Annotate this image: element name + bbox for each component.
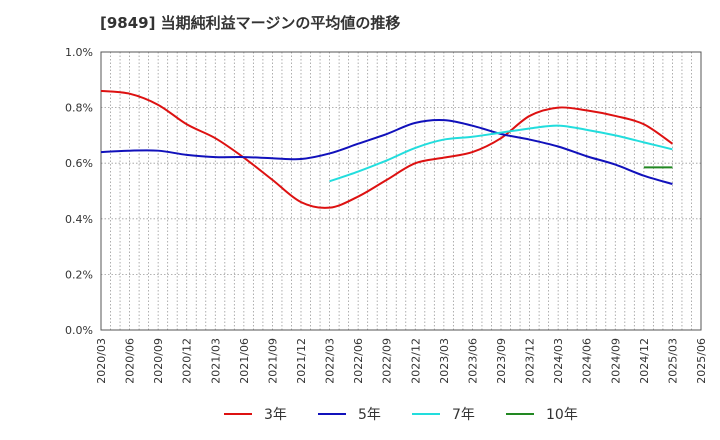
- legend-label-0: 3年: [264, 407, 287, 423]
- x-tick-label: 2023/03: [438, 338, 451, 384]
- plot-background: [101, 52, 701, 330]
- legend-label-2: 7年: [452, 407, 475, 423]
- series-line-0: [100, 89, 673, 209]
- x-tick-label: 2023/06: [466, 338, 479, 384]
- x-tick-label: 2020/06: [124, 338, 137, 384]
- x-tick-label: 2022/09: [381, 338, 394, 384]
- x-tick-label: 2022/12: [409, 338, 422, 384]
- y-tick-label: 1.0%: [65, 46, 93, 59]
- x-tick-label: 2023/12: [524, 338, 537, 384]
- series-line-1: [100, 119, 673, 186]
- y-tick-label: 0.8%: [65, 102, 93, 115]
- x-tick-label: 2020/03: [95, 338, 108, 384]
- x-tick-label: 2025/06: [695, 338, 708, 384]
- x-tick-label: 2025/03: [666, 338, 679, 384]
- x-tick-label: 2021/12: [295, 338, 308, 384]
- x-tick-label: 2021/03: [209, 338, 222, 384]
- x-tick-label: 2024/06: [581, 338, 594, 384]
- series-line-2: [329, 124, 673, 183]
- legend-label-3: 10年: [546, 407, 578, 423]
- y-tick-label: 0.4%: [65, 213, 93, 226]
- x-tick-label: 2022/06: [352, 338, 365, 384]
- x-tick-label: 2021/06: [238, 338, 251, 384]
- x-tick-label: 2021/09: [266, 338, 279, 384]
- y-tick-label: 0.6%: [65, 157, 93, 170]
- y-tick-label: 0.0%: [65, 324, 93, 337]
- chart-title: [9849] 当期純利益マージンの平均値の推移: [100, 14, 401, 32]
- y-tick-label: 0.2%: [65, 268, 93, 281]
- x-tick-label: 2024/12: [638, 338, 651, 384]
- x-tick-label: 2024/09: [609, 338, 622, 384]
- x-tick-label: 2023/09: [495, 338, 508, 384]
- plot-frame: [100, 51, 702, 331]
- x-tick-label: 2022/03: [324, 338, 337, 384]
- x-tick-label: 2020/09: [152, 338, 165, 384]
- x-tick-label: 2024/03: [552, 338, 565, 384]
- x-tick-label: 2020/12: [181, 338, 194, 384]
- legend-label-1: 5年: [358, 407, 381, 423]
